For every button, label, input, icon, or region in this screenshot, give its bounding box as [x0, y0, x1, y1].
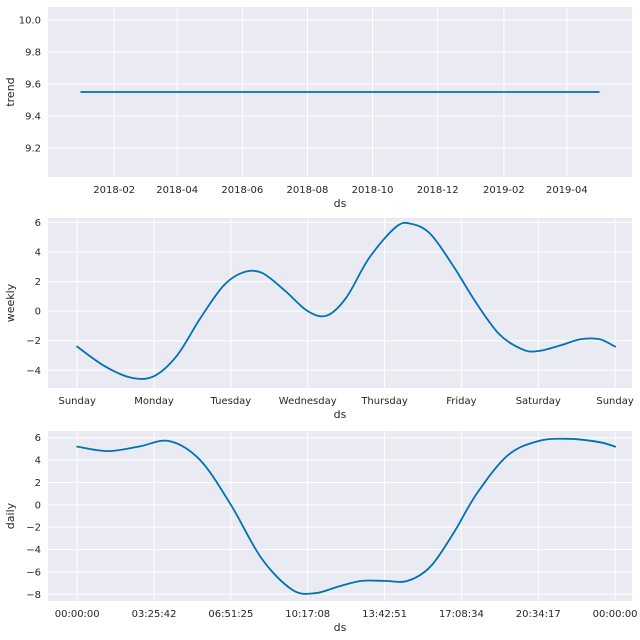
x-tick-label: 00:00:00 [593, 609, 638, 620]
y-tick-label: 9.2 [25, 144, 41, 155]
y-axis-label: trend [4, 77, 17, 106]
x-tick-label: 2019-04 [546, 185, 588, 196]
y-tick-label: −2 [26, 523, 41, 534]
x-tick-label: Monday [134, 396, 174, 407]
y-tick-label: 4 [35, 248, 41, 259]
series-line-daily [76, 437, 616, 595]
x-tick-label: 20:34:17 [516, 609, 561, 620]
y-axis-label: weekly [4, 283, 17, 322]
x-tick-label: 13:42:51 [362, 609, 407, 620]
x-tick-label: 2018-12 [417, 185, 459, 196]
y-tick-label: 9.8 [25, 47, 41, 58]
y-tick-label: 0 [35, 307, 41, 318]
y-tick-label: −2 [26, 336, 41, 347]
x-tick-label: Sunday [58, 396, 95, 407]
x-tick-label: 06:51:25 [208, 609, 253, 620]
x-axis-label: ds [334, 621, 347, 634]
x-tick-label: 2018-06 [221, 185, 263, 196]
y-tick-label: −8 [26, 590, 41, 601]
x-axis-label: ds [334, 197, 347, 210]
x-tick-label: Thursday [360, 396, 408, 407]
x-tick-label: 2018-10 [352, 185, 394, 196]
x-tick-label: 00:00:00 [55, 609, 100, 620]
y-tick-label: 6 [35, 218, 41, 229]
y-tick-label: −6 [26, 567, 41, 578]
y-tick-label: 6 [35, 433, 41, 444]
y-tick-label: −4 [26, 366, 41, 377]
x-tick-label: 2018-08 [287, 185, 329, 196]
x-tick-label: 2018-02 [93, 185, 135, 196]
x-axis-label: ds [334, 408, 347, 421]
series-line-weekly [76, 221, 616, 380]
x-tick-label: Sunday [596, 396, 633, 407]
y-tick-label: −4 [26, 545, 41, 556]
x-tick-label: Friday [446, 396, 476, 407]
y-tick-label: 2 [35, 478, 41, 489]
x-tick-label: 2018-04 [156, 185, 198, 196]
plot-area [48, 218, 632, 388]
chart-panel-trend: 2018-02 2018-04 2018-06 2018-08 2018-10 2018-… [4, 7, 632, 210]
y-tick-label: 0 [35, 500, 41, 511]
y-tick-label: 2 [35, 277, 41, 288]
x-tick-label: Wednesday [279, 396, 337, 407]
x-tick-label: 17:08:34 [439, 609, 484, 620]
x-tick-label: Saturday [516, 396, 561, 407]
y-tick-label: 4 [35, 456, 41, 467]
plot-area [48, 431, 632, 601]
y-tick-label: 9.4 [25, 112, 41, 123]
y-tick-label: 10.0 [19, 15, 41, 26]
x-tick-label: 10:17:08 [285, 609, 330, 620]
x-tick-label: Tuesday [210, 396, 252, 407]
x-tick-label: 2019-02 [483, 185, 525, 196]
x-tick-label: 03:25:42 [132, 609, 177, 620]
y-axis-label: daily [4, 502, 17, 529]
chart-panel-weekly: Sunday Monday Tuesday Wednesday Thursday Frid… [4, 218, 634, 421]
y-tick-label: 9.6 [25, 79, 41, 90]
chart-panel-daily: 00:00:00 03:25:42 06:51:25 10:17:08 13:42:51… [4, 431, 638, 634]
